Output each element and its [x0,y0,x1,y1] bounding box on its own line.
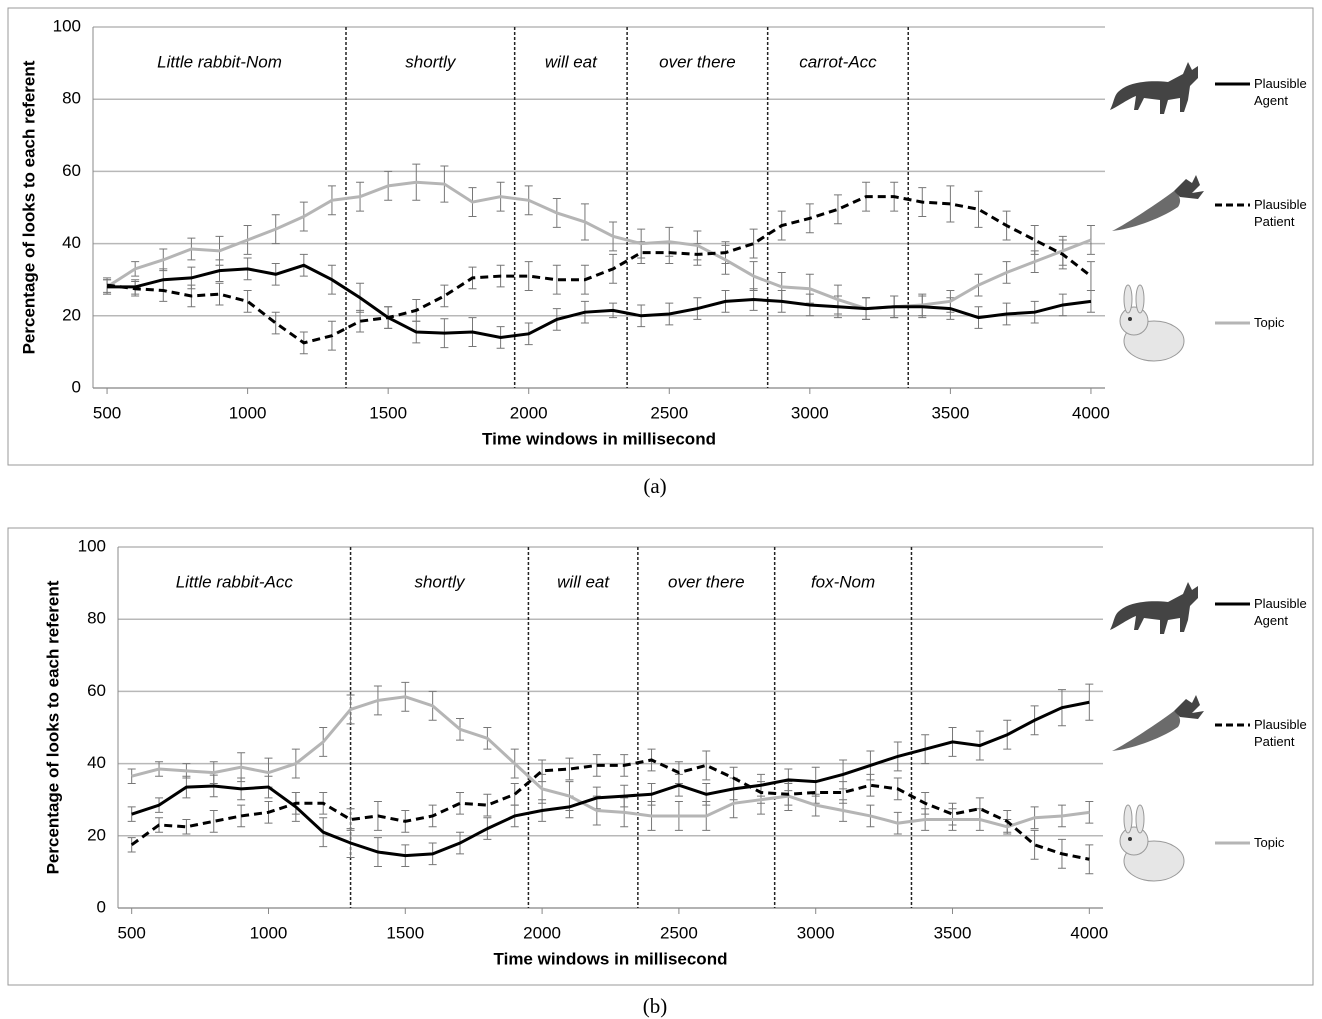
series-line [131,700,1090,858]
phrase-label: over there [659,52,736,71]
error-bar [833,194,842,225]
x-tick-label: 3000 [791,403,829,422]
y-tick-label: 60 [87,681,106,700]
error-bar [510,782,519,806]
y-tick-label: 100 [53,16,81,35]
phrase-label: Little rabbit-Acc [176,572,294,591]
error-bar [215,282,224,306]
y-tick-label: 80 [87,609,106,628]
y-axis-title: Percentage of looks to each referent [19,60,38,354]
phrase-label: shortly [405,52,457,71]
legend-icon [1119,804,1185,882]
error-bar [946,185,955,223]
error-bar [538,759,547,783]
legend-icon [1110,62,1198,114]
error-bar [1085,683,1094,721]
x-tick-label: 4000 [1070,923,1108,942]
x-tick-label: 2000 [510,403,548,422]
x-tick-label: 3500 [931,403,969,422]
x-tick-label: 1000 [250,923,288,942]
x-axis-title: Time windows in millisecond [494,949,728,968]
error-bar [524,261,533,292]
y-tick-label: 20 [62,305,81,324]
series-line [131,695,1090,829]
error-bar [948,802,957,826]
phrase-label: Little rabbit-Nom [157,52,282,71]
error-bar [271,311,280,335]
y-tick-label: 20 [87,825,106,844]
y-tick-label: 60 [62,161,81,180]
error-bar [749,228,758,259]
legend-icon [1112,695,1204,751]
y-tick-label: 0 [97,897,106,916]
series-line [107,263,1092,339]
legend-icon [1119,284,1185,362]
phrase-label: will eat [557,572,610,591]
error-bar [1085,844,1094,875]
series-line [106,195,1092,345]
error-bar [565,757,574,781]
phrase-label: will eat [545,52,598,71]
x-tick-label: 1500 [369,403,407,422]
caption: (a) [643,474,666,498]
x-tick-label: 1500 [386,923,424,942]
y-tick-label: 0 [72,377,81,396]
legend-icon [1110,582,1198,634]
legend-label: Topic [1254,835,1285,850]
x-tick-label: 2500 [660,923,698,942]
legend-label: Plausible Agent [1254,596,1307,628]
legend-label: Plausible Patient [1254,717,1307,749]
series-line [106,180,1092,311]
error-bar [552,264,561,295]
legend-icon [1112,175,1204,231]
x-axis-title: Time windows in millisecond [482,429,716,448]
error-bar [440,284,449,308]
legend-label: Plausible Patient [1254,197,1307,229]
y-tick-label: 40 [87,753,106,772]
x-tick-label: 4000 [1072,403,1110,422]
x-tick-label: 3000 [797,923,835,942]
x-tick-label: 1000 [229,403,267,422]
y-axis-title: Percentage of looks to each referent [43,580,62,874]
phrase-label: carrot-Acc [799,52,877,71]
x-tick-label: 2500 [650,403,688,422]
legend-label: Topic [1254,315,1285,330]
phrase-label: shortly [414,572,466,591]
y-tick-label: 80 [62,89,81,108]
x-tick-label: 500 [93,403,121,422]
error-bar [243,290,252,313]
error-bar [1086,261,1095,292]
error-bar [1085,801,1094,824]
error-bar [483,793,492,817]
error-bar [974,190,983,228]
phrase-label: fox-Nom [811,572,875,591]
legend-label: Plausible Agent [1254,76,1307,108]
x-tick-label: 2000 [523,923,561,942]
panel-frame [7,7,1314,466]
y-tick-label: 40 [62,233,81,252]
phrase-label: over there [668,572,745,591]
x-tick-label: 3500 [934,923,972,942]
caption: (b) [643,994,668,1018]
error-bar [209,810,218,833]
error-bar [702,750,711,781]
panel-frame [7,527,1314,986]
x-tick-label: 500 [117,923,145,942]
y-tick-label: 100 [78,536,106,555]
series-line [130,758,1090,861]
error-bar [1030,829,1039,860]
error-bar [182,819,191,835]
error-bar [456,791,465,815]
error-bar [1030,225,1039,255]
